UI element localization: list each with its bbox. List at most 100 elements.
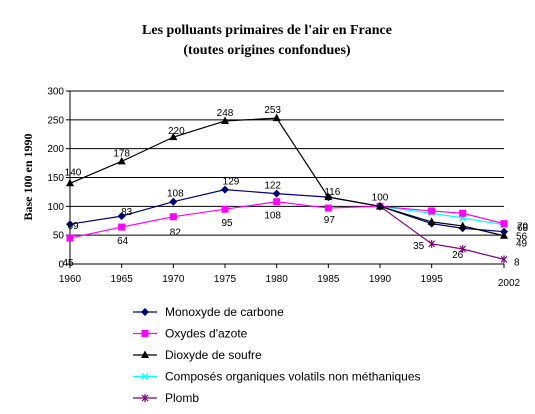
x-tick-label: 1970 bbox=[162, 274, 185, 285]
data-point bbox=[169, 132, 178, 141]
data-label: 108 bbox=[167, 189, 184, 200]
data-labels: 69 83 108 129 122 56 45 64 82 95 108 97 70 140 178 220 2… bbox=[62, 105, 528, 269]
x-tick-label: 1995 bbox=[421, 274, 444, 285]
data-label: 178 bbox=[113, 148, 130, 159]
legend-marker bbox=[141, 330, 149, 337]
series-2 bbox=[66, 113, 508, 239]
data-point bbox=[428, 207, 436, 215]
series-line bbox=[69, 201, 505, 239]
legend-item: Composés organiques volatils non méthani… bbox=[133, 370, 421, 384]
data-label: 45 bbox=[62, 258, 74, 269]
data-point bbox=[376, 201, 384, 210]
data-point bbox=[324, 204, 332, 212]
chart-subtitle: (toutes origines confondues) bbox=[183, 43, 351, 58]
data-point bbox=[459, 245, 467, 254]
legend-item: Oxydes d'azote bbox=[133, 327, 248, 341]
data-label: 26 bbox=[452, 250, 464, 261]
data-point bbox=[500, 220, 508, 228]
data-point bbox=[324, 192, 333, 201]
legend-label: Composés organiques volatils non méthani… bbox=[165, 370, 421, 384]
x-tick-label: 1965 bbox=[111, 274, 134, 285]
data-point bbox=[221, 205, 229, 213]
legend-label: Plomb bbox=[165, 391, 199, 405]
y-tick-label: 100 bbox=[47, 202, 64, 213]
data-label: 116 bbox=[324, 187, 340, 198]
data-point bbox=[458, 221, 467, 229]
series-line bbox=[69, 117, 505, 237]
data-label: 83 bbox=[121, 207, 133, 218]
data-point bbox=[117, 156, 126, 165]
axes bbox=[66, 90, 505, 268]
series-line bbox=[379, 205, 505, 226]
legend-marker bbox=[141, 350, 149, 358]
legend-item: Dioxyde de soufre bbox=[133, 348, 262, 362]
data-point bbox=[169, 197, 178, 206]
series-3 bbox=[376, 202, 508, 229]
legend-item: Monoxyde de carbone bbox=[133, 305, 284, 319]
legend-label: Oxydes d'azote bbox=[165, 327, 248, 341]
legend-marker bbox=[141, 394, 149, 402]
series-line bbox=[69, 189, 505, 233]
legend-marker bbox=[141, 373, 149, 380]
data-label: 100 bbox=[372, 192, 389, 203]
y-axis-label: Base 100 en 1990 bbox=[21, 134, 35, 221]
legend-label: Monoxyde de carbone bbox=[165, 305, 284, 319]
legend-marker bbox=[141, 308, 149, 316]
data-point bbox=[169, 213, 177, 221]
data-label: 49 bbox=[516, 239, 528, 250]
data-point bbox=[272, 113, 281, 122]
data-label: 253 bbox=[264, 105, 281, 116]
data-label: 97 bbox=[324, 215, 336, 226]
x-tick-label: 1960 bbox=[59, 274, 82, 285]
x-tick-label: 1990 bbox=[369, 274, 392, 285]
data-label: 122 bbox=[264, 181, 281, 192]
data-label: 69 bbox=[67, 221, 79, 232]
data-point bbox=[272, 189, 281, 198]
data-point bbox=[500, 255, 508, 264]
data-point bbox=[428, 239, 436, 248]
data-point bbox=[221, 185, 229, 194]
data-label: 82 bbox=[170, 228, 182, 239]
y-tick-label: 300 bbox=[47, 87, 64, 98]
data-label: 8 bbox=[514, 257, 520, 268]
data-label: 140 bbox=[65, 167, 82, 178]
y-tick-label: 200 bbox=[47, 144, 64, 155]
series-group bbox=[66, 113, 508, 264]
x-tick-label: 2002 bbox=[498, 278, 521, 289]
legend: Monoxyde de carbone Oxydes d'azote Dioxyde… bbox=[133, 305, 421, 405]
x-tick-label: 1985 bbox=[317, 274, 340, 285]
data-label: 248 bbox=[217, 108, 234, 119]
x-tick-label: 1975 bbox=[214, 274, 237, 285]
data-point bbox=[117, 212, 126, 221]
data-label: 129 bbox=[223, 177, 240, 188]
legend-label: Dioxyde de soufre bbox=[165, 348, 262, 362]
data-label: 56 bbox=[516, 232, 528, 243]
chart-title: Les polluants primaires de l'air en Fran… bbox=[142, 23, 392, 38]
data-label: 68 bbox=[517, 223, 529, 234]
data-point bbox=[273, 198, 281, 206]
data-label: 220 bbox=[168, 126, 185, 137]
data-point bbox=[459, 209, 467, 217]
series-0 bbox=[66, 185, 508, 236]
data-point bbox=[500, 231, 508, 239]
x-tick-label: 1980 bbox=[266, 274, 289, 285]
data-point bbox=[66, 178, 74, 187]
data-label: 95 bbox=[221, 218, 233, 229]
data-label: 108 bbox=[264, 211, 281, 222]
y-tick-labels: 0 50 100 150 200 250 300 bbox=[47, 87, 64, 271]
grid bbox=[70, 90, 504, 236]
data-point bbox=[427, 217, 436, 225]
y-tick-label: 0 bbox=[58, 260, 64, 271]
data-label: 70 bbox=[517, 222, 529, 233]
series-1 bbox=[66, 198, 508, 242]
legend-item: Plomb bbox=[133, 391, 199, 405]
x-tick-labels: 1960 1965 1970 1975 1980 1985 1990 1995 2002 bbox=[59, 274, 521, 289]
data-point bbox=[66, 220, 74, 229]
data-label: 35 bbox=[413, 241, 425, 252]
series-line bbox=[379, 205, 505, 260]
y-tick-label: 50 bbox=[53, 231, 65, 242]
y-tick-label: 150 bbox=[47, 173, 64, 184]
data-label: 64 bbox=[117, 236, 129, 247]
y-tick-label: 250 bbox=[47, 115, 64, 126]
